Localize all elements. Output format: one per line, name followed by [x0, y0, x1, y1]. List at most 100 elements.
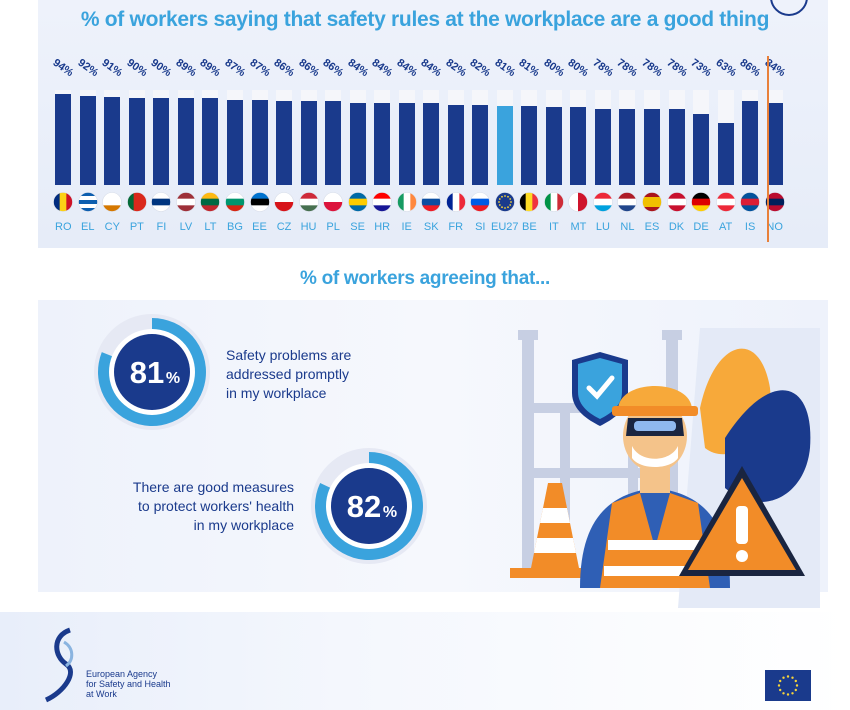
flag-lu-icon — [593, 192, 613, 212]
agency-logo-text: European Agency for Safety and Health at… — [86, 669, 171, 699]
bar-ie — [398, 103, 415, 185]
flag-fi-icon — [151, 192, 172, 212]
bar-mt — [570, 107, 587, 185]
bar-hu — [300, 101, 317, 185]
bar-lv — [177, 98, 194, 185]
flag-ee-icon — [249, 192, 270, 212]
stat-text-line: to protect workers' health — [138, 498, 294, 514]
bar-ro — [55, 93, 72, 185]
bar-eu27 — [496, 106, 513, 185]
stat-unit: % — [383, 504, 397, 521]
country-code-label: BE — [521, 221, 537, 233]
country-code-label: CZ — [276, 221, 292, 233]
country-code-label: IS — [744, 221, 756, 233]
bar-bg — [226, 100, 243, 185]
country-code-label: IT — [548, 221, 559, 233]
bar-de — [693, 113, 710, 185]
country-code-label: DE — [693, 221, 709, 233]
donut-center — [114, 334, 190, 410]
flag-cy-icon — [102, 192, 123, 212]
flag-pt-icon — [127, 192, 147, 212]
country-code-label: PT — [129, 221, 144, 233]
bar-at — [717, 123, 734, 185]
stat-value: 81 — [130, 355, 164, 390]
country-code-label: FR — [448, 221, 464, 233]
flag-bg-icon — [225, 192, 245, 212]
bar-el — [79, 95, 96, 185]
country-code-label: RO — [55, 221, 72, 233]
stat-donut-82: 82 % — [311, 448, 427, 564]
bar-es — [643, 108, 660, 185]
flag-hu-icon — [298, 192, 319, 212]
bar-fr — [447, 105, 464, 185]
country-code-label: FI — [156, 221, 167, 233]
country-code-label: EL — [81, 221, 95, 233]
bar-is — [742, 101, 759, 185]
flag-el-icon — [77, 192, 98, 212]
bar-pt — [128, 97, 145, 185]
flag-cz-icon — [274, 192, 294, 212]
country-code-label: MT — [570, 221, 587, 233]
stat-unit: % — [166, 370, 180, 387]
flag-de-icon — [691, 192, 711, 212]
stat-description-2: There are good measures to protect worke… — [90, 478, 294, 535]
bar-lu — [594, 108, 611, 185]
bar-ee — [251, 100, 268, 185]
country-code-label: SK — [423, 221, 439, 233]
flag-be-icon — [519, 192, 540, 212]
logo-text-line: at Work — [86, 689, 117, 699]
traffic-cone-icon — [510, 483, 602, 578]
bar-hr — [374, 103, 391, 185]
stat-text-line: addressed promptly — [226, 366, 349, 382]
bar-it — [545, 107, 562, 185]
country-code-label: ES — [644, 221, 660, 233]
flag-es-icon — [642, 192, 662, 212]
country-code-label: EE — [252, 221, 267, 233]
flag-fr-icon — [445, 192, 466, 212]
flag-dk-icon — [666, 192, 687, 212]
stat-value: 82 — [347, 489, 381, 524]
section-subtitle: % of workers agreeing that... — [300, 268, 550, 289]
eu-flag-icon — [765, 670, 811, 701]
stat-description-1: Safety problems are addressed promptly i… — [226, 346, 351, 403]
country-code-label: NO — [766, 221, 783, 233]
flag-sk-icon — [421, 192, 442, 212]
flag-ro-icon — [53, 192, 74, 212]
country-code-label: HR — [374, 221, 391, 233]
stat-text-line: in my workplace — [226, 385, 327, 401]
country-code-label: LT — [204, 221, 217, 233]
page-title: % of workers saying that safety rules at… — [80, 8, 770, 31]
country-code-label: SE — [350, 221, 365, 233]
stat-text-line: Safety problems are — [226, 347, 352, 363]
bar-no — [766, 103, 783, 185]
warning-sign-icon — [679, 466, 805, 576]
flag-pl-icon — [323, 192, 343, 212]
flag-se-icon — [347, 192, 368, 212]
country-code-label: SI — [475, 221, 486, 233]
bar-si — [472, 105, 489, 185]
country-code-label: LU — [595, 221, 610, 233]
country-code-label: IE — [401, 221, 412, 233]
country-code-label: LV — [179, 221, 193, 233]
logo-text-line: for Safety and Health — [86, 679, 171, 689]
stat-text-line: in my workplace — [193, 517, 294, 533]
flag-lv-icon — [176, 192, 196, 212]
flag-si-icon — [470, 192, 491, 212]
stat-donut-81: 81 % — [94, 314, 210, 430]
stat-text-line: There are good measures — [132, 479, 294, 495]
bar-cz — [276, 101, 293, 185]
country-code-label: AT — [718, 221, 733, 233]
flag-eu27-icon — [494, 192, 515, 212]
bar-sk — [423, 103, 440, 185]
country-code-label: HU — [300, 221, 317, 233]
country-code-label: DK — [668, 221, 685, 233]
flag-ie-icon — [396, 192, 417, 212]
non-eu-separator — [767, 56, 769, 242]
worker-illustration — [510, 328, 820, 608]
bar-se — [349, 103, 366, 185]
bar-cy — [104, 96, 121, 185]
bar-be — [521, 106, 538, 185]
bar-pl — [325, 101, 342, 185]
country-code-label: PL — [326, 221, 340, 233]
